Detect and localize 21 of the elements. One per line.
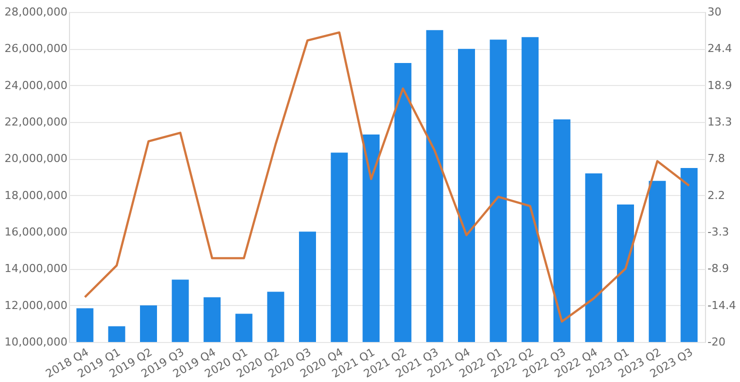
y2-tick-label: 30	[708, 6, 722, 18]
y2-tick-label: 2.2	[708, 188, 725, 202]
y2-tick-label: -3.3	[708, 226, 729, 238]
y-tick-label: 24,000,000	[4, 78, 68, 92]
y-tick-label: 14,000,000	[4, 262, 68, 276]
y2-tick-label: 18.9	[708, 78, 732, 92]
y-tick-label: 18,000,000	[4, 188, 68, 202]
y-tick-label: 10,000,000	[4, 336, 68, 348]
y-tick-label: 22,000,000	[4, 116, 68, 128]
y2-tick-label: -14.4	[708, 298, 736, 312]
y-tick-label: 12,000,000	[4, 298, 68, 312]
y-tick-label: 20,000,000	[4, 152, 68, 166]
y-tick-label: 16,000,000	[4, 226, 68, 238]
line-series	[84, 31, 690, 323]
y2-tick-label: -8.9	[708, 262, 729, 276]
y2-tick-label: 7.8	[708, 152, 725, 166]
y2-tick-label: -20	[708, 336, 726, 348]
y2-tick-label: 24.4	[708, 42, 732, 56]
y2-tick-label: 13.3	[708, 116, 732, 128]
y-tick-label: 26,000,000	[4, 42, 68, 56]
y-tick-label: 28,000,000	[4, 6, 68, 18]
